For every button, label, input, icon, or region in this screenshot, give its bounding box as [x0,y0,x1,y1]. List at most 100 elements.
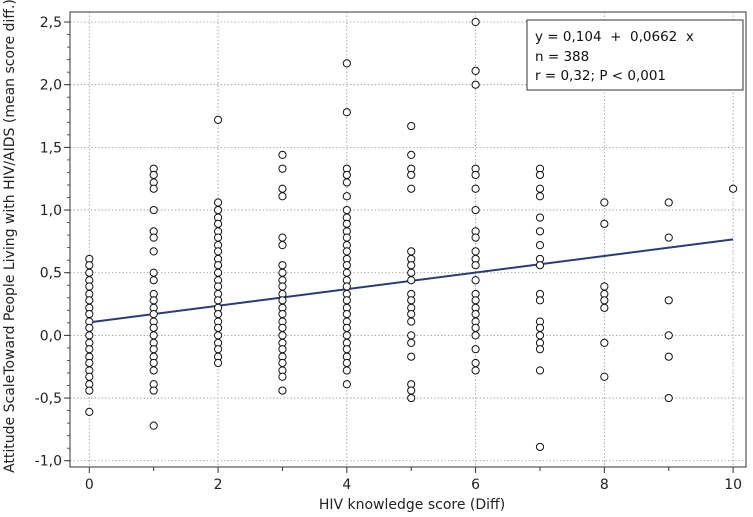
data-point [278,372,287,381]
data-point [600,338,609,348]
data-point [471,17,480,27]
data-point [535,331,545,340]
x-axis-ticks: 0 2 4 6 8 10 [85,467,742,493]
data-point [149,345,158,354]
data-point [213,247,223,256]
data-point [278,241,287,250]
x-tick-label: 0 [85,477,94,493]
data-point [471,309,480,319]
data-point [664,393,673,403]
data-point [85,282,94,291]
data-point [342,170,351,180]
data-point [407,247,416,256]
data-point [342,331,351,340]
x-tick-label: 4 [342,477,351,493]
data-point [213,233,223,242]
data-point [342,309,351,319]
y-tick-label: 2,0 [40,78,62,94]
y-tick-label: 0,5 [40,266,62,282]
x-tick-label: 2 [214,477,223,493]
data-points [85,17,738,452]
data-point [535,296,545,305]
data-point [535,261,545,270]
data-point [535,213,545,222]
data-point [407,184,416,193]
data-point [535,323,545,332]
data-point [471,80,480,89]
data-point [535,170,545,180]
data-point [85,261,94,270]
sample-size: n = 388 [535,49,589,65]
data-point [213,309,223,319]
data-point [342,205,351,215]
data-point [407,296,416,305]
data-point [85,323,94,332]
y-tick-label: 0,0 [40,328,62,344]
data-point [278,184,287,193]
x-tick-label: 10 [724,477,742,493]
data-point [149,276,158,285]
data-point [342,323,351,332]
data-point [85,407,94,416]
x-tick-label: 6 [471,477,480,493]
data-point [407,268,416,277]
data-point [149,205,158,215]
data-point [342,192,351,201]
y-tick-label: 1,5 [40,140,62,156]
data-point [471,366,480,375]
data-point [600,219,609,228]
data-point [85,372,94,381]
y-tick-label: 2,5 [40,15,62,31]
data-point [85,296,94,305]
data-point [213,198,223,207]
correlation-stat: r = 0,32; P < 0,001 [535,68,666,84]
data-point [149,309,158,319]
data-point [213,115,223,124]
data-point [471,247,480,256]
y-axis-title: Attitude ScaleToward People Living with … [2,0,18,473]
data-point [149,296,158,305]
data-point [85,309,94,319]
data-point [213,358,223,368]
data-point [278,309,287,319]
data-point [278,331,287,340]
data-point [664,296,673,305]
data-point [342,261,351,270]
data-point [407,276,416,285]
data-point [342,366,351,375]
x-axis-title: HIV knowledge score (Diff) [319,497,505,513]
data-point [535,227,545,236]
data-point [149,184,158,193]
y-tick-label: -1,0 [35,454,62,470]
data-point [85,331,94,340]
y-tick-label: -0,5 [35,391,62,407]
data-point [149,233,158,242]
data-point [729,184,738,193]
data-point [278,345,287,354]
data-point [213,268,223,277]
x-tick-label: 8 [600,477,609,493]
data-point [471,184,480,193]
data-point [342,178,351,187]
data-point [407,170,416,180]
data-point [213,296,223,305]
data-point [407,261,416,270]
data-point [471,345,480,354]
data-point [278,150,287,159]
data-point [149,386,158,395]
data-point [278,233,287,242]
y-axis-ticks: -1,0 -0,5 0,0 0,5 1,0 1,5 2,0 2,5 [35,15,70,470]
data-point [664,198,673,207]
data-point [600,282,609,291]
data-point [85,358,94,368]
data-point [213,282,223,291]
data-point [535,241,545,250]
data-point [600,296,609,305]
data-point [278,323,287,332]
data-point [471,323,480,332]
data-point [535,442,545,452]
data-point [213,345,223,354]
data-point [471,331,480,340]
data-point [213,261,223,270]
